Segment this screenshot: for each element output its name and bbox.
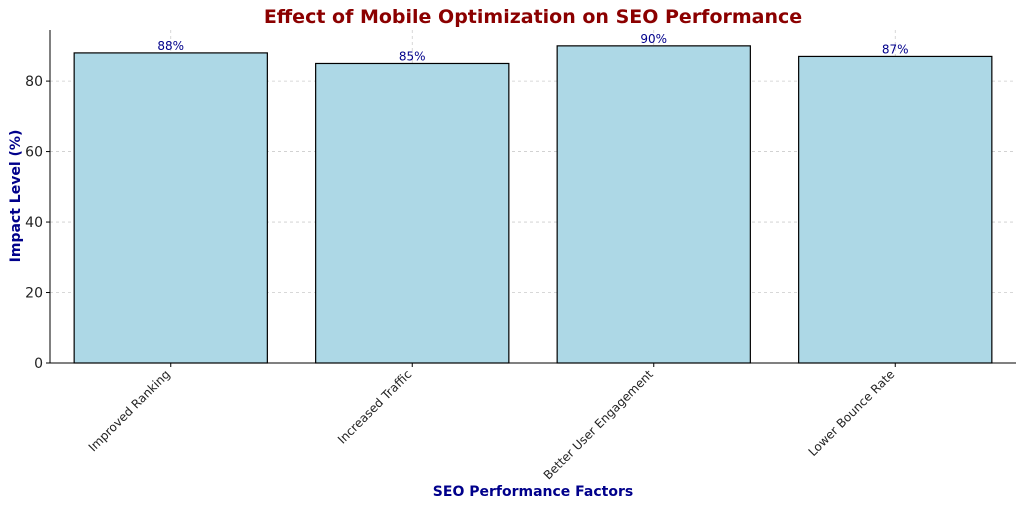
bar [73,52,268,364]
bar [798,55,993,364]
x-tick-label: Lower Bounce Rate [806,367,898,459]
data-label: 85% [399,49,426,63]
data-label: 88% [157,39,184,53]
label-layer: 88% 85% 90% 87% [157,32,908,64]
x-tick-label: Improved Ranking [86,367,173,454]
y-tick-label: 0 [34,356,43,372]
bar [315,62,510,364]
y-axis-label: Impact Level (%) [8,130,24,263]
data-label: 90% [640,32,667,46]
x-tick-label: Increased Traffic [335,367,414,446]
x-axis-label: SEO Performance Factors [433,484,633,500]
chart-title: Effect of Mobile Optimization on SEO Per… [264,6,802,28]
x-tick-label: Better User Engagement [541,367,656,482]
y-tick-label: 40 [25,215,43,231]
data-label: 87% [882,42,909,56]
bar-layer [73,45,993,364]
y-tick-label: 60 [25,145,43,161]
y-tick-label: 80 [25,74,43,90]
bar [556,45,751,364]
y-tick-label: 20 [25,286,43,302]
